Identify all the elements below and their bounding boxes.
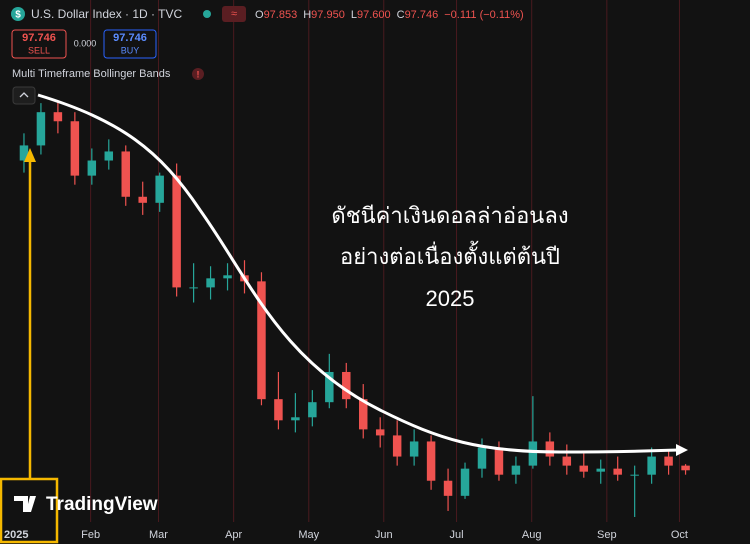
alert-icon[interactable] <box>222 6 246 22</box>
candle-body <box>325 371 334 403</box>
candle-body <box>206 278 215 288</box>
candle-body <box>596 468 605 472</box>
annotation-line: ดัชนีค่าเงินดอลล่าอ่อนลง <box>331 203 568 228</box>
ohlc-readout: O97.853 H97.950 L97.600 C97.746 −0.111 (−0.1… <box>255 9 524 21</box>
watermark: TradingView <box>46 494 158 515</box>
annotation-line: 2025 <box>426 286 475 311</box>
candle-body <box>70 121 80 176</box>
candle-body <box>494 447 504 475</box>
collapse-button[interactable] <box>12 86 36 105</box>
candle-body <box>223 275 232 279</box>
spread: 0.000 <box>74 38 97 48</box>
candle-body <box>291 417 300 421</box>
candle-body <box>528 441 538 466</box>
candle-body <box>392 435 402 457</box>
buy-label: BUY <box>121 45 140 55</box>
x-tick-label: Mar <box>149 529 168 541</box>
candle-body <box>613 468 622 475</box>
ohlc-label: C <box>397 9 405 21</box>
collapse-glyph <box>19 92 29 98</box>
candle-body <box>342 371 351 400</box>
dollar-sign: $ <box>15 10 21 21</box>
ohlc-value: 97.600 <box>357 9 391 21</box>
candle-body <box>409 441 419 457</box>
candle-body <box>426 441 436 481</box>
ohlc-value: 97.746 <box>405 9 439 21</box>
candle-body <box>138 196 147 203</box>
x-tick-label: 2025 <box>4 529 28 541</box>
candle-body <box>545 441 555 457</box>
sell-button[interactable] <box>11 29 67 59</box>
candle-body <box>274 399 283 421</box>
x-tick-label: Sep <box>597 529 617 541</box>
candle-body <box>308 402 317 418</box>
buy-price: 97.746 <box>113 32 147 44</box>
x-tick-label: Oct <box>671 529 688 541</box>
status-dot <box>203 10 211 18</box>
candle-body <box>155 175 164 203</box>
candle-body <box>121 151 130 197</box>
ohlc-change: −0.111 (−0.11%) <box>444 9 524 21</box>
candles <box>19 100 690 517</box>
candle-body <box>257 281 266 400</box>
candle-body <box>562 456 572 466</box>
candle-body <box>172 175 181 288</box>
x-tick-label: Aug <box>522 529 542 541</box>
indicator-warning[interactable] <box>192 68 204 80</box>
candle-body <box>443 480 453 496</box>
candle-body <box>87 160 97 176</box>
start-arrowhead <box>24 148 36 162</box>
candle-body <box>511 465 521 475</box>
trend-arrowhead <box>676 444 688 456</box>
candle-body <box>36 112 46 146</box>
candle-body <box>477 447 487 469</box>
ohlc-label: O <box>255 9 264 21</box>
warning-glyph: ! <box>197 69 200 79</box>
ohlc-label: L <box>351 9 357 21</box>
candle-body <box>460 468 470 496</box>
candle-body <box>647 456 656 475</box>
alert-glyph: ≈ <box>231 8 237 20</box>
chart-title: U.S. Dollar Index · 1D · TVC <box>31 7 182 21</box>
grid <box>90 0 680 522</box>
ohlc-value: 97.950 <box>311 9 345 21</box>
x-tick-label: Feb <box>81 529 100 541</box>
indicator-name: Multi Timeframe Bollinger Bands <box>12 68 171 80</box>
x-tick-label: Apr <box>225 529 242 541</box>
candle-body <box>630 474 639 476</box>
candle-body <box>375 429 385 436</box>
buy-button[interactable] <box>103 29 157 59</box>
symbol-icon <box>11 7 25 21</box>
sell-price: 97.746 <box>22 32 56 44</box>
ohlc-label: H <box>303 9 311 21</box>
candle-body <box>359 399 368 430</box>
candle-body <box>681 465 690 471</box>
ohlc-value: 97.853 <box>264 9 298 21</box>
candle-body <box>579 465 589 472</box>
annotation-line: อย่างต่อเนื่องตั้งแต่ต้นปี <box>340 241 560 269</box>
watermark-logo <box>14 496 36 512</box>
candle-body <box>664 456 673 466</box>
candle-body <box>189 287 198 289</box>
start-highlight <box>0 477 59 544</box>
candle-body <box>19 145 29 161</box>
trend-curve <box>37 93 679 454</box>
x-tick-label: Jun <box>375 529 393 541</box>
x-tick-label: Jul <box>450 529 464 541</box>
x-tick-label: May <box>298 529 319 541</box>
candle-body <box>104 151 114 161</box>
candle-body <box>53 112 63 122</box>
sell-label: SELL <box>28 45 50 55</box>
